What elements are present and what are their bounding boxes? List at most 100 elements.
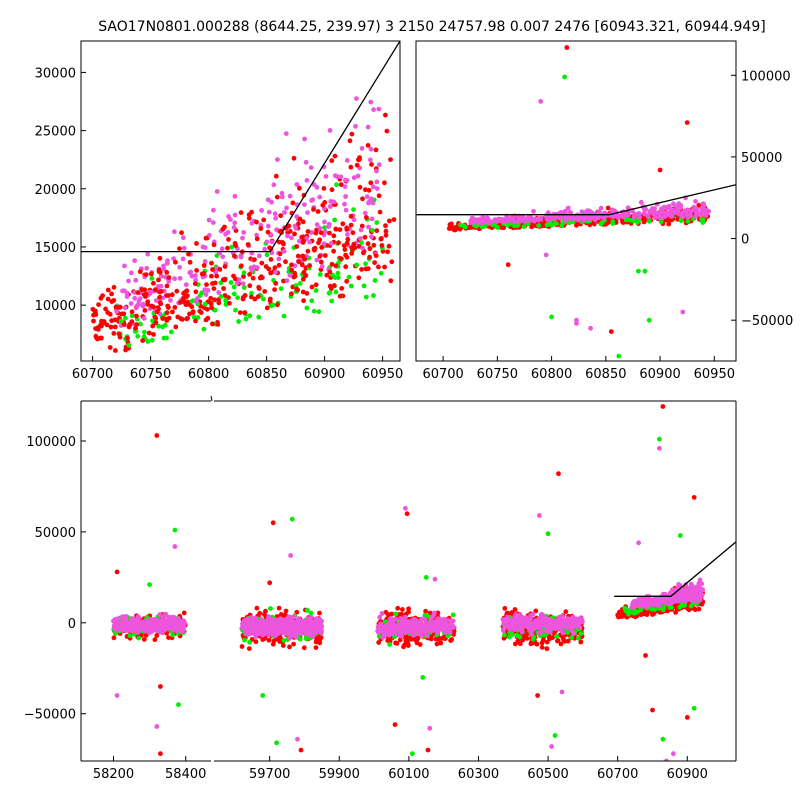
outlier-point (660, 404, 666, 409)
data-point-red (252, 296, 258, 302)
y-tick-label: 0 (741, 233, 749, 248)
data-point-magenta (322, 219, 327, 225)
data-point-magenta (268, 628, 274, 633)
data-point-red (289, 262, 294, 268)
data-point-red (368, 180, 374, 186)
data-point-green (297, 281, 303, 286)
data-point-magenta (419, 616, 424, 622)
data-point-magenta (669, 587, 675, 593)
data-point-red (129, 309, 135, 315)
data-point-magenta (554, 623, 559, 629)
data-point-red (384, 128, 390, 134)
data-point-green (268, 606, 273, 611)
data-point-magenta (214, 189, 220, 194)
data-point-red (164, 310, 170, 316)
data-point-red (109, 291, 114, 297)
data-point-magenta (263, 625, 268, 631)
data-point-magenta (563, 619, 568, 625)
data-point-magenta (115, 624, 121, 630)
data-point-magenta (598, 205, 604, 211)
y-tick-label: 50000 (741, 151, 782, 166)
data-point-red (438, 640, 444, 646)
data-point-green (156, 323, 162, 329)
data-point-red (133, 325, 138, 331)
data-point-green (658, 219, 664, 225)
data-point-red (324, 272, 330, 278)
data-point-red (371, 242, 377, 248)
data-point-magenta (445, 625, 451, 631)
data-point-red (617, 613, 622, 618)
data-point-red (184, 316, 190, 322)
outlier-point (636, 540, 641, 546)
data-point-red (327, 269, 333, 275)
data-point-green (236, 319, 242, 324)
data-points (446, 45, 712, 361)
data-point-magenta (145, 251, 151, 257)
data-point-red (99, 323, 104, 329)
data-point-red (204, 282, 209, 287)
data-point-green (332, 217, 337, 223)
data-point-magenta (366, 200, 371, 206)
data-point-green (309, 298, 315, 304)
data-point-magenta (362, 210, 368, 216)
data-point-magenta (161, 618, 167, 624)
data-point-red (209, 305, 215, 311)
y-tick-label: 30000 (35, 66, 76, 81)
outlier-point (642, 268, 648, 274)
data-point-green (700, 217, 706, 223)
data-point-magenta (376, 106, 382, 112)
data-point-red (212, 297, 218, 303)
data-point-red (356, 275, 362, 281)
x-tick-label: 60700 (422, 367, 463, 382)
data-point-red (321, 186, 327, 191)
data-point-magenta (274, 628, 280, 634)
data-point-red (382, 180, 387, 186)
data-point-magenta (164, 260, 170, 266)
data-point-magenta (139, 623, 145, 629)
x-tick-label: 60100 (388, 767, 429, 782)
outlier-point (564, 45, 570, 50)
data-point-magenta (422, 617, 428, 622)
data-point-magenta (251, 264, 257, 270)
y-tick-label: 0 (68, 617, 76, 632)
data-point-green (308, 610, 314, 616)
data-point-red (297, 216, 303, 222)
data-point-red (373, 147, 379, 153)
outlier-point (172, 527, 178, 533)
data-point-green (327, 290, 333, 295)
data-point-red (517, 641, 523, 647)
data-point-red (544, 639, 550, 645)
data-point-red (211, 242, 217, 248)
data-point-magenta (674, 204, 679, 209)
data-point-magenta (294, 182, 300, 187)
data-point-magenta (128, 301, 134, 306)
data-point-magenta (133, 277, 139, 283)
data-point-red (388, 157, 393, 163)
data-point-magenta (683, 208, 688, 214)
data-point-magenta (292, 223, 298, 229)
data-point-green (578, 631, 584, 636)
data-point-magenta (579, 618, 585, 624)
data-point-magenta (296, 630, 302, 635)
data-point-magenta (569, 628, 575, 633)
data-point-red (187, 259, 193, 265)
data-point-red (302, 256, 308, 262)
data-point-red (154, 633, 160, 638)
data-point-magenta (308, 620, 314, 626)
data-point-red (292, 273, 298, 279)
data-point-red (360, 196, 365, 202)
data-point-magenta (699, 587, 705, 593)
data-point-red (322, 253, 328, 258)
outlier-point (427, 725, 433, 731)
data-point-red (203, 317, 209, 323)
data-point-red (344, 227, 350, 232)
data-point-magenta (281, 248, 287, 254)
outlier-point (660, 736, 666, 742)
data-point-green (482, 223, 487, 229)
outlier-point (288, 553, 293, 558)
data-point-red (113, 348, 118, 353)
data-point-green (126, 342, 132, 348)
data-point-red (434, 641, 440, 647)
data-point-magenta (527, 218, 533, 223)
data-point-magenta (699, 592, 704, 597)
